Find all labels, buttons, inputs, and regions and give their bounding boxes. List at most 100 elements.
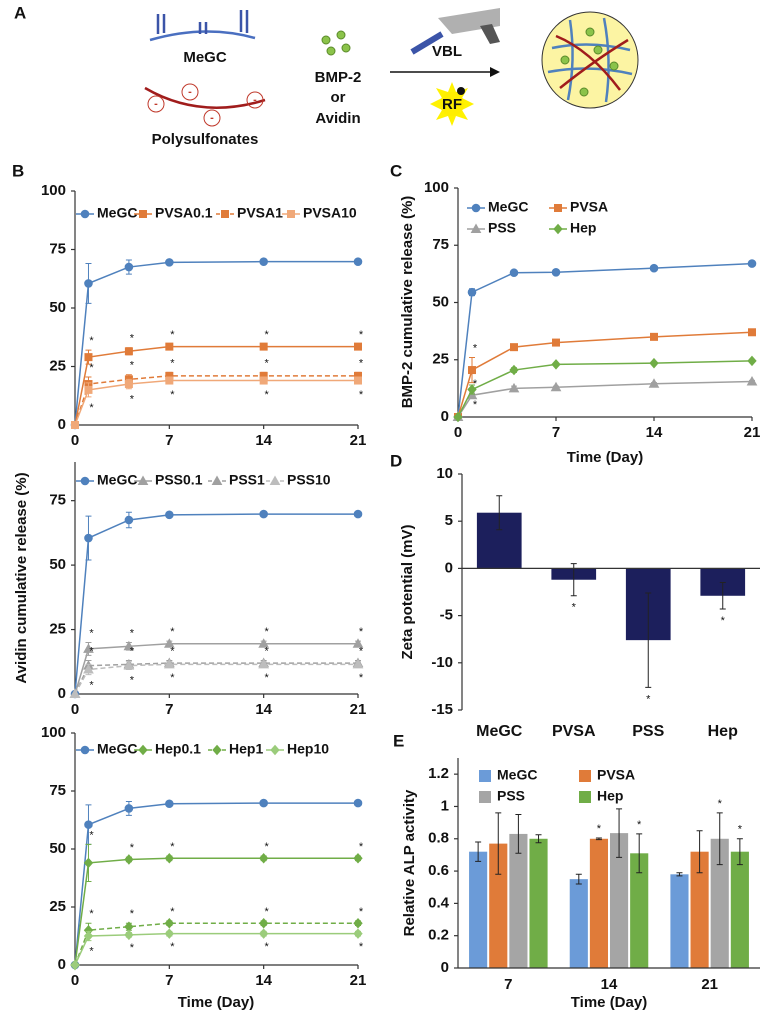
significance: * <box>170 841 175 853</box>
y-tick-label: 75 <box>49 240 66 257</box>
legend-marker <box>137 475 149 485</box>
x-tick-label: MeGC <box>476 723 523 740</box>
panel-letter: A <box>14 3 26 22</box>
bar <box>690 851 709 968</box>
significance: * <box>265 626 270 638</box>
marker <box>124 380 133 389</box>
marker <box>83 643 94 653</box>
marker <box>353 257 363 266</box>
hydrogel <box>541 11 639 109</box>
y-tick-label: 0.2 <box>428 927 449 944</box>
legend-marker <box>212 744 222 756</box>
legend-label: Hep <box>597 788 623 804</box>
legend-label: PVSA <box>570 199 608 215</box>
bar <box>670 874 689 968</box>
marker <box>550 381 562 392</box>
y-tick-label: 0.8 <box>428 830 449 847</box>
marker <box>164 853 175 864</box>
line <box>74 379 358 426</box>
marker <box>84 533 93 543</box>
significance: * <box>265 329 270 341</box>
marker <box>259 798 268 808</box>
legend-label: PSS10 <box>287 472 331 488</box>
significance: * <box>597 823 602 835</box>
marker <box>747 355 757 367</box>
marker <box>124 262 134 272</box>
significance: * <box>170 626 175 638</box>
significance: * <box>170 357 175 369</box>
y-tick-label: -10 <box>431 654 453 671</box>
line <box>74 802 358 966</box>
significance: * <box>130 627 135 639</box>
legend-label: PSS <box>488 220 516 236</box>
marker <box>353 798 363 808</box>
y-tick-label: 25 <box>432 351 449 368</box>
legend-swatch <box>579 770 591 782</box>
marker <box>354 376 362 385</box>
significance: * <box>473 378 478 390</box>
marker <box>259 376 268 385</box>
marker <box>163 638 175 648</box>
marker <box>163 658 175 669</box>
y-axis-title: Avidin cumulative release (%) <box>13 472 30 683</box>
x-tick-label: 21 <box>350 701 367 718</box>
significance: * <box>265 906 270 918</box>
significance: * <box>89 829 94 841</box>
legend-marker <box>553 223 563 235</box>
significance: * <box>130 842 135 854</box>
error-bar <box>475 841 482 862</box>
y-tick-label: 75 <box>49 492 66 509</box>
error-bar <box>575 873 582 885</box>
legend-marker <box>139 210 147 218</box>
y-tick-label: 25 <box>49 898 66 915</box>
y-tick-label: 0 <box>58 956 66 973</box>
legend-label: MeGC <box>497 767 537 783</box>
marker <box>258 658 270 669</box>
x-tick-label: 7 <box>552 424 560 441</box>
significance: * <box>170 941 175 953</box>
marker <box>165 376 174 385</box>
x-tick-label: 14 <box>601 976 618 993</box>
line <box>457 331 753 418</box>
y-tick-label: 50 <box>49 556 66 573</box>
y-tick-label: 100 <box>41 182 66 199</box>
significance: * <box>89 680 94 692</box>
significance: * <box>89 645 94 657</box>
y-axis-title: Relative ALP activity <box>401 789 418 936</box>
marker <box>509 364 519 376</box>
panel-letter: B <box>12 161 24 180</box>
x-tick-label: 0 <box>71 701 79 718</box>
crosslinker <box>156 10 249 34</box>
marker <box>259 342 268 351</box>
legend-label: MeGC <box>488 199 528 215</box>
charge: - <box>154 98 158 110</box>
significance: * <box>89 908 94 920</box>
marker <box>509 268 519 278</box>
error-bar <box>496 495 503 531</box>
vbl-tip <box>410 31 444 55</box>
significance: * <box>170 329 175 341</box>
y-tick-label: 0 <box>58 685 66 702</box>
error-bar <box>495 812 502 875</box>
significance: * <box>646 693 651 705</box>
legend-marker <box>269 475 281 485</box>
bar <box>589 838 608 968</box>
legend-marker <box>554 204 562 212</box>
marker <box>84 279 93 288</box>
marker <box>648 378 660 388</box>
legend-marker <box>211 475 223 485</box>
vbl-device <box>480 24 500 44</box>
significance: * <box>130 360 135 372</box>
legend-label: PSS1 <box>229 472 265 488</box>
significance: * <box>721 615 726 627</box>
y-tick-label: 25 <box>49 357 66 374</box>
legend-label: Hep10 <box>287 741 329 757</box>
marker <box>165 258 174 267</box>
y-tick-label: 0 <box>441 959 449 976</box>
error-bar <box>595 837 602 841</box>
marker <box>353 917 363 929</box>
network <box>555 34 629 91</box>
legend-marker <box>287 210 295 218</box>
x-tick-label: 7 <box>504 976 512 993</box>
legend-label: PVSA1 <box>237 205 283 221</box>
